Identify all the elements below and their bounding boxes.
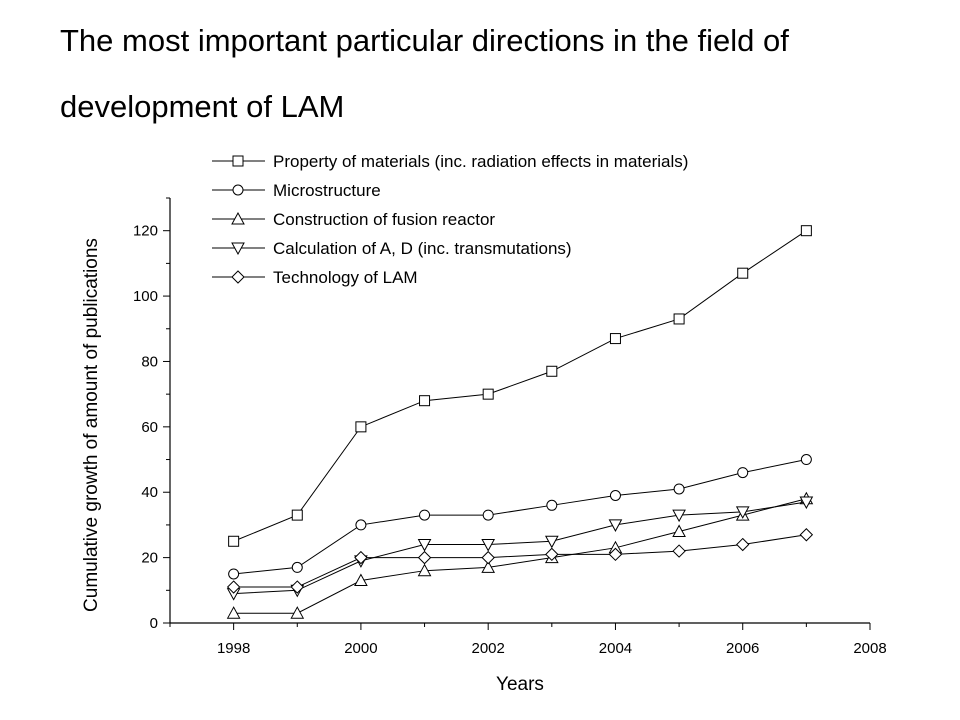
data-point [417, 550, 432, 565]
data-point [417, 539, 432, 552]
x-tick-label: 2006 [726, 640, 759, 657]
series-line [233, 459, 807, 575]
series-circle [228, 454, 812, 580]
data-point [228, 535, 240, 547]
data-point [608, 519, 623, 532]
data-point [672, 524, 686, 537]
legend-item: Microstructure [212, 181, 381, 200]
data-point [419, 509, 431, 521]
data-point [546, 365, 558, 377]
data-point [735, 506, 750, 519]
x-axis-label: Years [496, 674, 544, 695]
data-point [545, 547, 559, 562]
data-point [354, 550, 368, 565]
chart-series [226, 225, 814, 619]
y-tick-label: 120 [133, 223, 158, 240]
data-point [544, 535, 559, 549]
data-point [226, 580, 241, 594]
x-tick-label: 1998 [217, 640, 250, 657]
legend-label: Property of materials (inc. radiation ef… [273, 152, 688, 171]
data-point [608, 547, 623, 562]
chart-legend: Property of materials (inc. radiation ef… [212, 152, 688, 287]
data-point [737, 467, 749, 479]
data-point [228, 568, 240, 580]
data-point [226, 606, 241, 619]
data-point [290, 606, 305, 619]
data-point [800, 225, 812, 237]
data-point [799, 496, 814, 510]
x-tick-label: 2004 [599, 640, 632, 657]
data-point [672, 509, 686, 523]
y-tick-label: 80 [141, 353, 158, 370]
legend-label: Construction of fusion reactor [273, 210, 495, 229]
y-tick-label: 60 [141, 419, 158, 436]
data-point [673, 483, 685, 495]
x-tick-label: 2000 [344, 640, 377, 657]
y-axis-label: Cumulative growth of amount of publicati… [81, 238, 102, 612]
y-tick-label: 20 [141, 550, 158, 567]
series-square [228, 225, 812, 547]
series-line [233, 498, 807, 614]
data-point [291, 561, 303, 573]
x-tick-label: 2008 [853, 640, 886, 657]
data-point [354, 573, 368, 586]
data-point [737, 267, 749, 279]
series-diamond [226, 528, 814, 594]
series-line [233, 501, 807, 595]
data-point [419, 395, 431, 407]
data-point [609, 333, 621, 345]
legend-item: Calculation of A, D (inc. transmutations… [212, 239, 572, 258]
data-point [355, 421, 367, 433]
legend-item: Construction of fusion reactor [212, 210, 495, 229]
legend-marker [231, 242, 245, 256]
data-point [482, 388, 494, 400]
legend-marker [232, 155, 244, 167]
legend-item: Technology of LAM [212, 268, 418, 287]
y-tick-label: 0 [150, 615, 158, 632]
data-point [672, 544, 686, 558]
data-point [482, 509, 494, 521]
slide-title: The most important particular directions… [60, 23, 789, 124]
data-point [800, 454, 812, 466]
series-line [233, 534, 807, 588]
data-point [291, 509, 303, 521]
data-point [736, 537, 750, 552]
data-point [417, 563, 432, 577]
data-point [546, 499, 558, 511]
y-tick-label: 100 [133, 288, 158, 305]
chart-axes: 0 20 40 60 80 100 120 1998 2000 2002 2004 2006 2008 [133, 197, 887, 657]
series-line [233, 230, 807, 542]
legend-label: Microstructure [273, 181, 381, 200]
legend-marker [232, 184, 244, 196]
data-point [481, 539, 496, 552]
legend-marker [231, 211, 245, 225]
data-point [799, 528, 814, 542]
x-tick-label: 2002 [471, 640, 504, 657]
legend-label: Calculation of A, D (inc. transmutations… [273, 239, 572, 258]
data-point [355, 519, 367, 531]
data-point [481, 560, 496, 573]
legend-label: Technology of LAM [273, 268, 418, 287]
series-triangle-down [226, 496, 814, 601]
y-tick-label: 40 [141, 484, 158, 501]
data-point [673, 313, 685, 325]
legend-item: Property of materials (inc. radiation ef… [212, 152, 688, 171]
data-point [290, 580, 304, 594]
legend-marker [231, 270, 245, 284]
data-point [609, 490, 621, 501]
data-point [481, 550, 495, 565]
